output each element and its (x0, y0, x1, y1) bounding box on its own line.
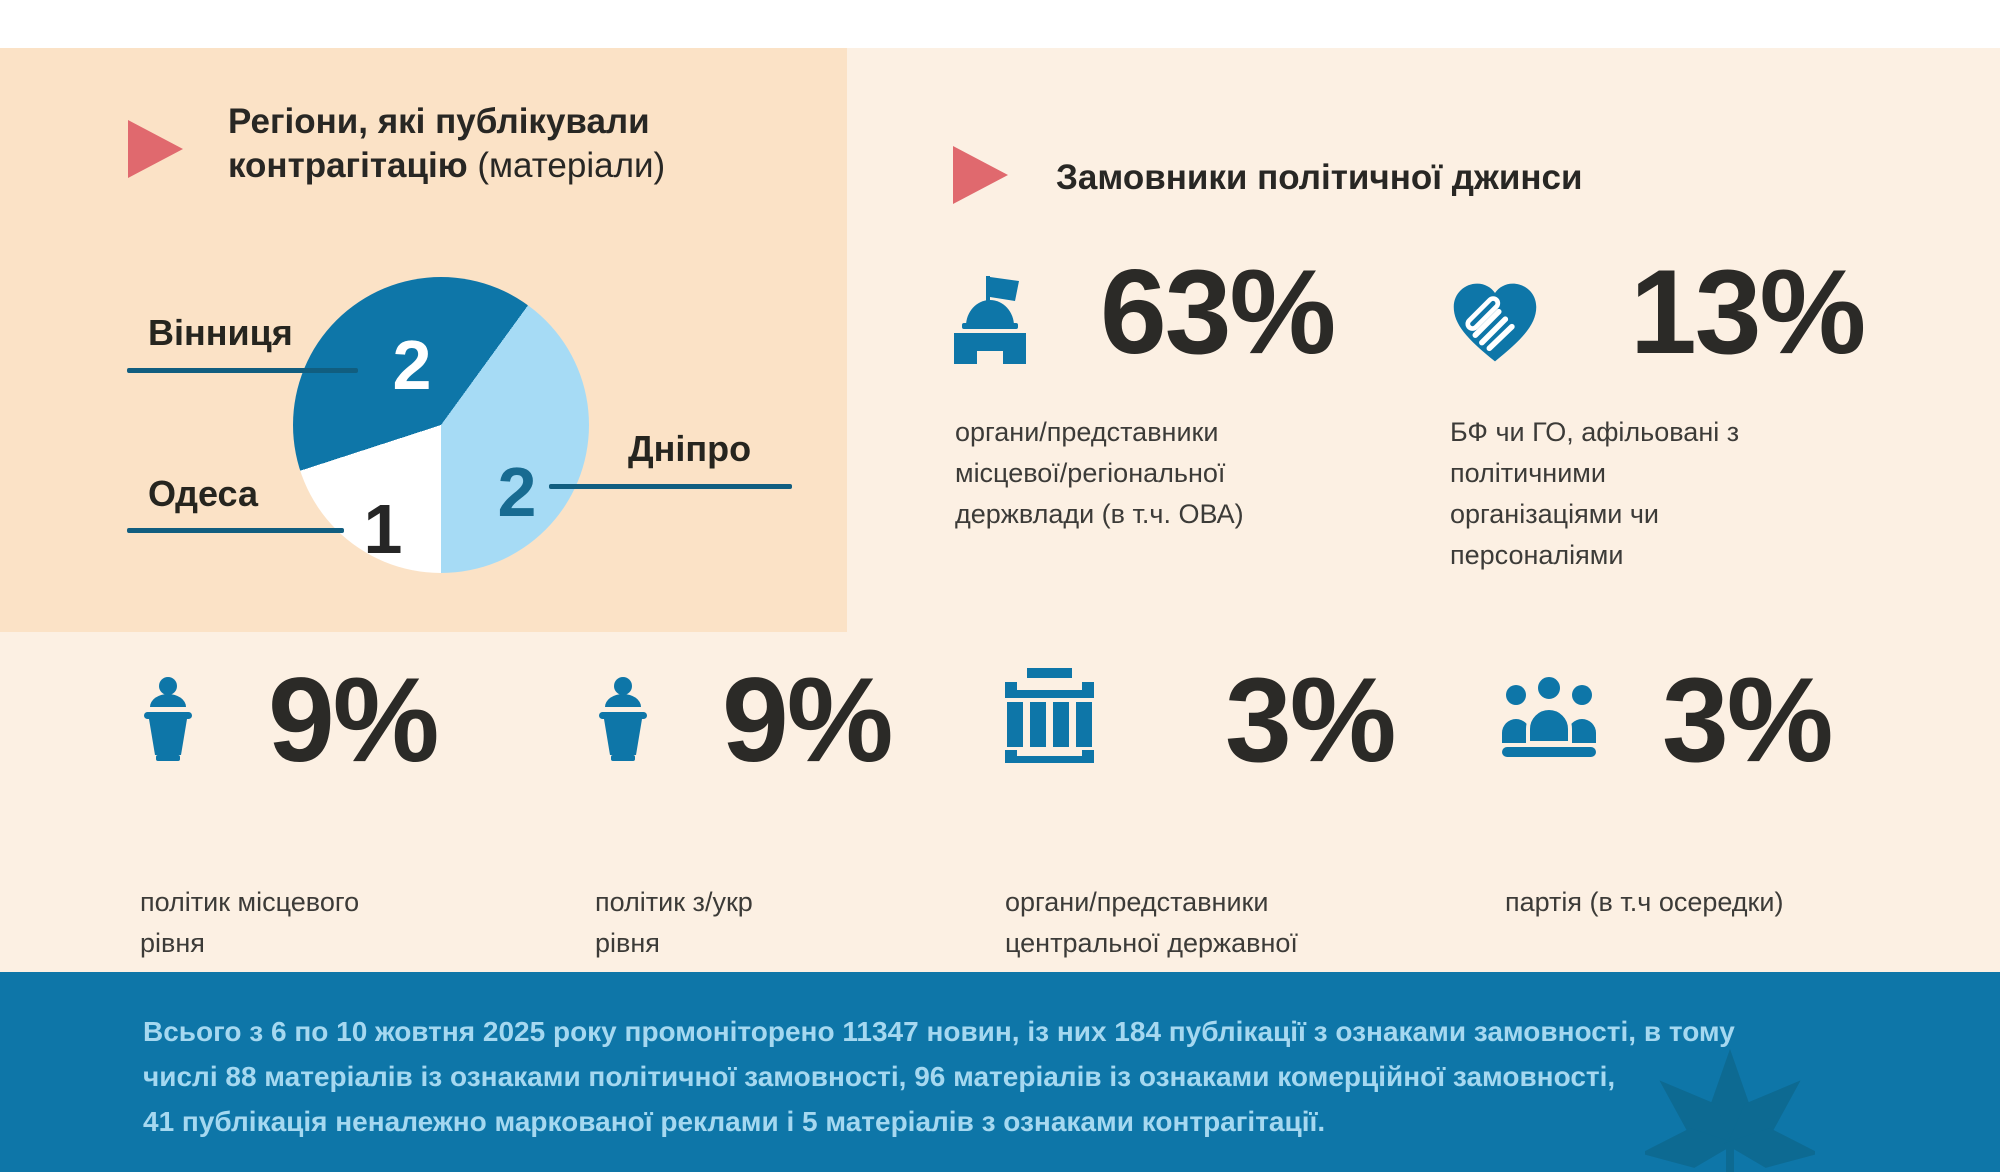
red-triangle-bullet-icon (953, 146, 1008, 204)
leader-line-odesa (127, 528, 344, 533)
red-triangle-bullet-icon (128, 120, 183, 178)
stat-desc-local-regional-gov: органи/представники місцевої/регіонально… (955, 417, 1244, 529)
regions-title-line2: контрагітацію (матеріали) (228, 146, 666, 185)
regions-title: Регіони, які публікували контрагітацію (… (228, 100, 665, 188)
leader-line-vinnytsia (127, 368, 358, 373)
stat-value-national-politician: 9% (722, 653, 893, 787)
stat-value-central-gov: 3% (1225, 653, 1396, 787)
stat-desc-party: партія (в т.ч осередки) (1505, 887, 1784, 917)
pie-label-vinnytsia: Вінниця (148, 312, 293, 353)
government-building-icon (954, 276, 1026, 364)
pie-value-dnipro: 2 (497, 453, 537, 531)
stat-desc-national-politician: політик з/укр рівня (595, 887, 753, 958)
politician-podium-icon (144, 677, 192, 761)
customers-title: Замовники політичної джинси (1056, 158, 1583, 197)
people-group-icon (1502, 673, 1596, 757)
footer-line1: Всього з 6 по 10 жовтня 2025 року промон… (143, 1016, 1735, 1047)
regions-title-line1: Регіони, які публікували (228, 102, 650, 141)
pie-label-dnipro: Дніпро (628, 428, 752, 469)
stat-desc-local-politician: політик місцевого рівня (140, 887, 360, 958)
footer-line2: числі 88 матеріалів із ознаками політичн… (143, 1061, 1616, 1092)
stat-desc-charity-ngo: БФ чи ГО, афільовані з політичними орган… (1450, 417, 1740, 570)
stat-value-party: 3% (1662, 653, 1833, 787)
footer-banner: Всього з 6 по 10 жовтня 2025 року промон… (0, 972, 2000, 1172)
politician-podium-icon (599, 677, 647, 761)
pie-value-odesa: 1 (363, 490, 403, 568)
regions-pie-chart (293, 277, 589, 573)
top-white-strip (0, 0, 2000, 48)
stat-value-charity-ngo: 13% (1630, 245, 1866, 379)
footer-line3: 41 публікація неналежно маркованої рекла… (143, 1106, 1326, 1137)
stat-value-local-regional-gov: 63% (1100, 245, 1336, 379)
leader-line-dnipro (549, 484, 792, 489)
pie-value-vinnytsia: 2 (392, 326, 432, 404)
pie-label-odesa: Одеса (148, 473, 258, 514)
stat-value-local-politician: 9% (268, 653, 439, 787)
chestnut-leaf-logo-icon (1645, 1049, 1815, 1172)
bank-building-icon (1005, 668, 1094, 763)
heart-hands-icon (1453, 283, 1537, 362)
